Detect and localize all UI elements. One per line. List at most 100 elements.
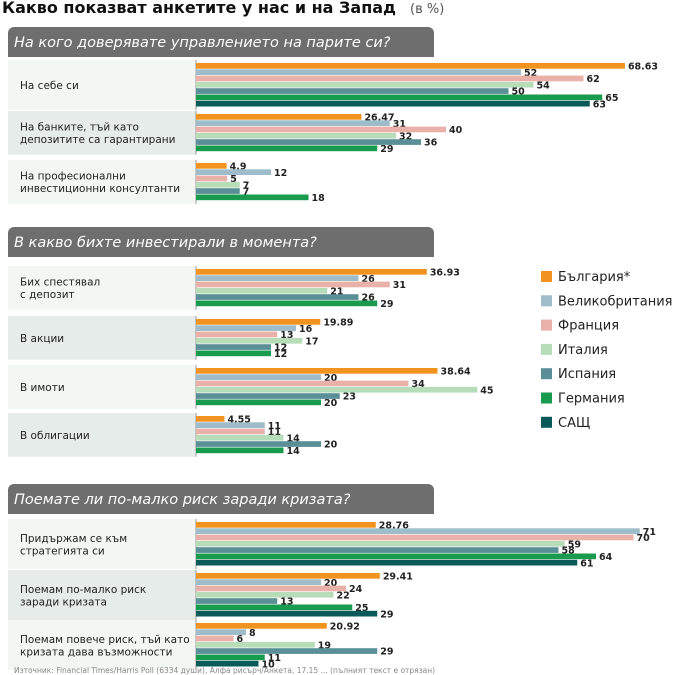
bar [196,344,271,350]
data-label: 31 [393,280,406,291]
data-label: 10 [262,659,276,670]
category-label: В облигации [20,430,90,442]
legend-label: Германия [558,392,625,407]
legend-item: Италия [541,343,608,358]
data-label: 12 [274,349,287,360]
chart-section-1: На кого доверявате управлението на парит… [8,27,658,204]
chart-unit: (в %) [410,2,444,17]
category-label: В акции [20,333,64,345]
bar [196,169,271,175]
data-label: 31 [393,119,406,130]
legend-item: Франция [541,319,619,334]
data-label: 11 [268,653,281,664]
category-label: Поемам по-малко риск [20,584,146,596]
group-band [8,570,196,621]
bar [196,163,227,169]
legend-swatch [541,271,552,282]
bar [196,629,246,635]
bar [196,540,565,547]
bar [196,380,409,387]
data-label: 17 [305,336,318,347]
chart-section-2: В какво бихте инвестирали в момента? Бих … [8,227,493,457]
bar [196,579,321,585]
category-label: На банките, тъй като [20,122,139,134]
data-label: 20 [324,440,338,451]
bar [196,100,590,107]
bar [196,350,271,357]
bar [196,428,265,435]
data-label: 52 [524,68,537,79]
chart-section-3: Поемате ли по-малко риск заради кризата?… [8,484,656,670]
data-label: 12 [274,168,287,179]
category-label: инвестиционни консултанти [20,183,180,195]
data-label: 63 [593,99,606,110]
data-label: 62 [587,74,600,85]
category-label: депозитите са гарантирани [20,134,175,146]
legend-label: Испания [558,367,616,382]
category-label: стратегията си [20,545,105,557]
group-band [8,60,196,111]
bar [196,300,378,307]
legend-swatch [541,392,552,404]
bar [196,368,438,374]
bar [196,553,596,560]
data-label: 12 [274,343,287,354]
data-label: 23 [343,392,356,403]
bar [196,547,559,553]
section-title: В какво бихте инвестирали в момента? [14,235,317,251]
legend-label: България* [558,270,631,285]
data-label: 26 [362,293,376,304]
legend-item: България* [541,270,631,285]
data-label: 24 [349,584,363,595]
data-label: 18 [312,193,326,204]
data-label: 13 [280,330,293,341]
bar [196,641,315,648]
chart-sections: На кого доверявате управлението на парит… [8,27,658,670]
bar [196,648,378,654]
data-label: 70 [637,533,651,544]
bar [196,534,634,541]
legend-item: САЩ [541,416,590,431]
data-label: 20 [324,373,338,384]
bar [196,275,359,281]
data-label: 5 [230,174,237,185]
data-label: 13 [280,597,293,608]
data-label: 40 [449,125,463,136]
category-label: Придържам се към [20,533,127,545]
bar [196,325,296,331]
data-label: 7 [243,180,250,191]
legend-label: Франция [558,319,619,334]
group-band [8,111,196,155]
bar [196,145,378,152]
section-title: Поемате ли по-малко риск заради кризата? [14,492,351,508]
data-label: 11 [268,421,281,432]
chart-title: Какво показват анкетите у нас и на Запад [2,0,396,17]
section-header-base [8,49,434,57]
bar [196,573,380,579]
bar [196,287,328,294]
data-label: 71 [643,527,656,538]
bar [196,188,240,194]
data-label: 36.93 [430,268,460,279]
category-label: Поемам повече риск, тъй като [20,634,190,646]
bar [196,75,584,82]
data-label: 4.55 [227,415,250,426]
group-band [8,519,196,570]
data-label: 45 [480,385,493,396]
bar [196,281,390,288]
data-label: 20.92 [330,622,360,633]
bar [196,416,225,422]
data-label: 7 [243,187,250,198]
data-label: 14 [287,446,301,457]
legend-label: САЩ [558,416,590,431]
bar [196,374,321,380]
legend-swatch [541,319,552,331]
category-label: с депозит [20,289,75,301]
bar [196,194,309,201]
bar [196,181,240,188]
category-label: На себе си [20,80,79,92]
legend-label: Великобритания [558,294,673,309]
bar [196,604,353,611]
data-label: 20 [324,398,338,409]
